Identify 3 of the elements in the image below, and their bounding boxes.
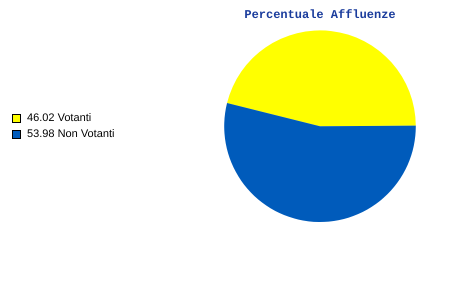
chart-title: Percentuale Affluenze [244,8,396,22]
legend-label: 53.98 Non Votanti [27,128,114,140]
legend-label: 46.02 Votanti [27,112,92,124]
